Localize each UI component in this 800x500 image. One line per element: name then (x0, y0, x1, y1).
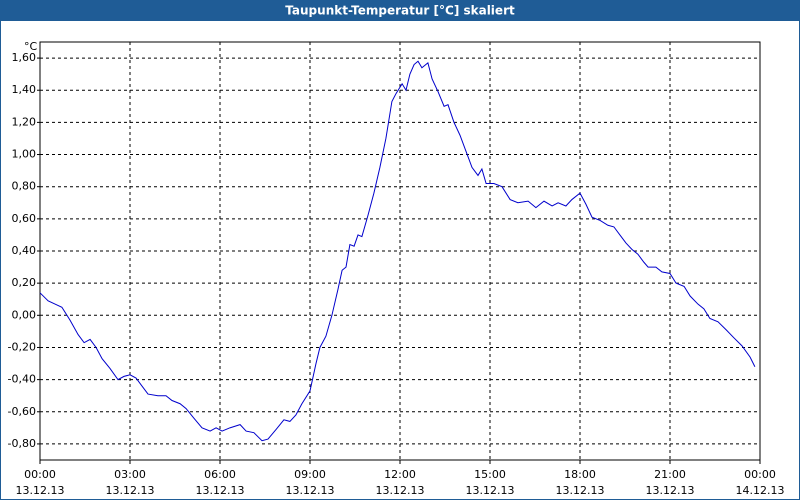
y-tick-label: 0,20 (12, 276, 37, 289)
y-tick-label: -0,60 (8, 405, 36, 418)
x-tick-date: 13.12.13 (556, 484, 605, 497)
x-tick-label: 21:00 (654, 468, 686, 481)
y-tick-label: 1,40 (12, 83, 37, 96)
x-tick-label: 09:00 (294, 468, 326, 481)
y-tick-label: 0,40 (12, 244, 37, 257)
x-tick-date: 13.12.13 (106, 484, 155, 497)
y-tick-label: 0,80 (12, 180, 37, 193)
title-bar (0, 0, 800, 21)
x-tick-label: 00:00 (24, 468, 56, 481)
y-axis-label: °C (24, 40, 38, 53)
x-tick-label: 12:00 (384, 468, 416, 481)
x-tick-date: 14.12.13 (736, 484, 785, 497)
y-tick-label: 1,60 (12, 51, 37, 64)
y-tick-label: 1,20 (12, 115, 37, 128)
x-tick-label: 18:00 (564, 468, 596, 481)
x-tick-date: 13.12.13 (466, 484, 515, 497)
x-tick-label: 03:00 (114, 468, 146, 481)
x-tick-date: 13.12.13 (376, 484, 425, 497)
x-tick-date: 13.12.13 (646, 484, 695, 497)
x-tick-date: 13.12.13 (16, 484, 65, 497)
x-tick-label: 00:00 (744, 468, 776, 481)
y-tick-label: -0,20 (8, 340, 36, 353)
x-tick-label: 15:00 (474, 468, 506, 481)
x-tick-date: 13.12.13 (196, 484, 245, 497)
y-tick-label: 0,00 (12, 308, 37, 321)
y-tick-label: -0,40 (8, 373, 36, 386)
data-line (39, 60, 756, 442)
y-tick-label: -0,80 (8, 437, 36, 450)
y-tick-label: 0,60 (12, 212, 37, 225)
x-tick-label: 06:00 (204, 468, 236, 481)
x-tick-date: 13.12.13 (286, 484, 335, 497)
y-tick-label: 1,00 (12, 148, 37, 161)
chart-title: Taupunkt-Temperatur [°C] skaliert (285, 4, 515, 18)
